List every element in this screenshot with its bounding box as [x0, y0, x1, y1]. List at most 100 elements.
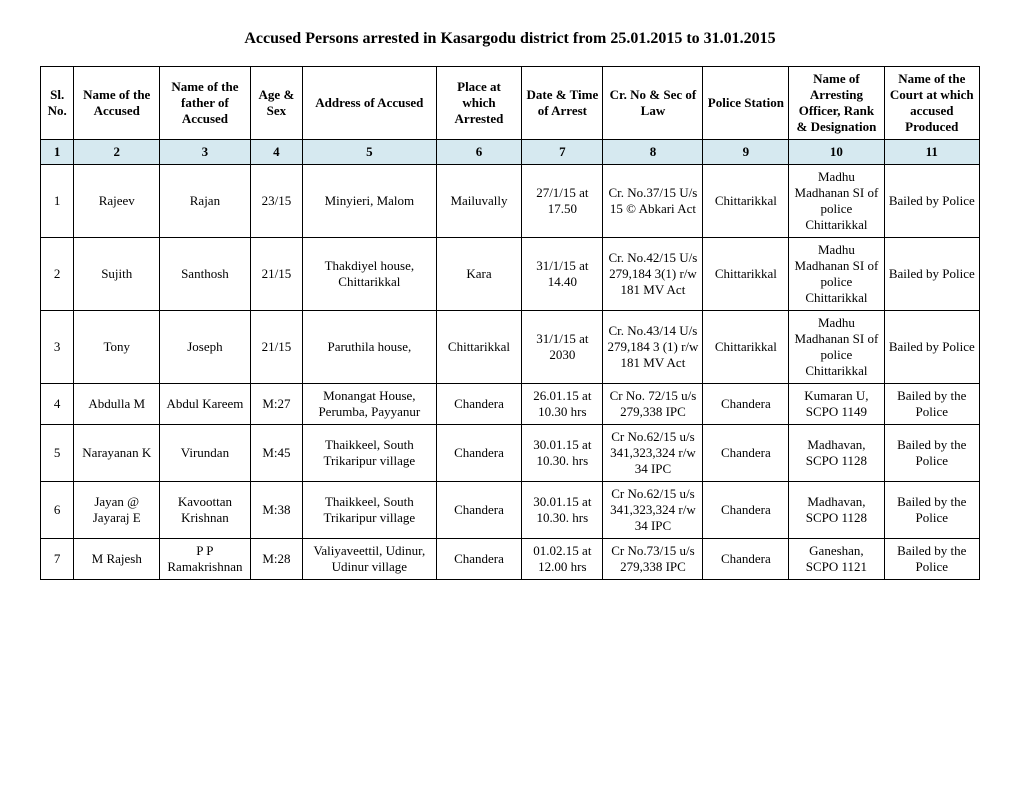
cell-officer: Kumaran U, SCPO 1149 [789, 384, 884, 425]
colnum: 7 [522, 140, 603, 165]
cell-sl: 2 [41, 238, 74, 311]
cell-ps: Chandera [703, 482, 789, 539]
cell-ps: Chittarikkal [703, 238, 789, 311]
col-header-cr: Cr. No & Sec of Law [603, 67, 703, 140]
cell-father: Kavoottan Krishnan [160, 482, 251, 539]
column-number-row: 1 2 3 4 5 6 7 8 9 10 11 [41, 140, 980, 165]
colnum: 6 [436, 140, 522, 165]
cell-sl: 3 [41, 311, 74, 384]
cell-age: M:28 [250, 539, 302, 580]
colnum: 9 [703, 140, 789, 165]
cell-cr: Cr No.62/15 u/s 341,323,324 r/w 34 IPC [603, 425, 703, 482]
cell-cr: Cr. No.43/14 U/s 279,184 3 (1) r/w 181 M… [603, 311, 703, 384]
cell-ps: Chandera [703, 384, 789, 425]
cell-court: Bailed by Police [884, 311, 979, 384]
cell-cr: Cr. No.37/15 U/s 15 © Abkari Act [603, 165, 703, 238]
col-header-officer: Name of Arresting Officer, Rank & Design… [789, 67, 884, 140]
cell-court: Bailed by the Police [884, 539, 979, 580]
cell-place: Mailuvally [436, 165, 522, 238]
cell-date: 30.01.15 at 10.30. hrs [522, 425, 603, 482]
col-header-name: Name of the Accused [74, 67, 160, 140]
cell-officer: Madhu Madhanan SI of police Chittarikkal [789, 238, 884, 311]
cell-father: Rajan [160, 165, 251, 238]
cell-date: 31/1/15 at 2030 [522, 311, 603, 384]
col-header-age: Age & Sex [250, 67, 302, 140]
colnum: 10 [789, 140, 884, 165]
table-body: 1RajeevRajan23/15Minyieri, MalomMailuval… [41, 165, 980, 580]
cell-age: M:38 [250, 482, 302, 539]
cell-addr: Valiyaveettil, Udinur, Udinur village [303, 539, 436, 580]
cell-addr: Minyieri, Malom [303, 165, 436, 238]
cell-officer: Madhu Madhanan SI of police Chittarikkal [789, 165, 884, 238]
cell-age: 21/15 [250, 311, 302, 384]
cell-name: Narayanan K [74, 425, 160, 482]
cell-cr: Cr. No.42/15 U/s 279,184 3(1) r/w 181 MV… [603, 238, 703, 311]
cell-officer: Madhavan, SCPO 1128 [789, 482, 884, 539]
colnum: 5 [303, 140, 436, 165]
colnum: 11 [884, 140, 979, 165]
cell-officer: Ganeshan, SCPO 1121 [789, 539, 884, 580]
cell-name: Jayan @ Jayaraj E [74, 482, 160, 539]
cell-name: Abdulla M [74, 384, 160, 425]
cell-father: Virundan [160, 425, 251, 482]
col-header-place: Place at which Arrested [436, 67, 522, 140]
cell-place: Kara [436, 238, 522, 311]
table-row: 5Narayanan KVirundanM:45Thaikkeel, South… [41, 425, 980, 482]
colnum: 8 [603, 140, 703, 165]
cell-court: Bailed by Police [884, 238, 979, 311]
col-header-addr: Address of Accused [303, 67, 436, 140]
cell-sl: 6 [41, 482, 74, 539]
cell-date: 27/1/15 at 17.50 [522, 165, 603, 238]
cell-age: M:27 [250, 384, 302, 425]
table-row: 3TonyJoseph21/15Paruthila house,Chittari… [41, 311, 980, 384]
cell-name: Tony [74, 311, 160, 384]
cell-ps: Chandera [703, 425, 789, 482]
cell-cr: Cr No.73/15 u/s 279,338 IPC [603, 539, 703, 580]
table-row: 6Jayan @ Jayaraj EKavoottan KrishnanM:38… [41, 482, 980, 539]
cell-cr: Cr No. 72/15 u/s 279,338 IPC [603, 384, 703, 425]
cell-sl: 4 [41, 384, 74, 425]
cell-date: 31/1/15 at 14.40 [522, 238, 603, 311]
col-header-date: Date & Time of Arrest [522, 67, 603, 140]
page-title: Accused Persons arrested in Kasargodu di… [40, 30, 980, 48]
cell-place: Chandera [436, 482, 522, 539]
cell-cr: Cr No.62/15 u/s 341,323,324 r/w 34 IPC [603, 482, 703, 539]
cell-addr: Monangat House, Perumba, Payyanur [303, 384, 436, 425]
cell-age: 21/15 [250, 238, 302, 311]
colnum: 2 [74, 140, 160, 165]
header-row: Sl. No. Name of the Accused Name of the … [41, 67, 980, 140]
cell-court: Bailed by the Police [884, 384, 979, 425]
table-row: 7M RajeshP P RamakrishnanM:28Valiyaveett… [41, 539, 980, 580]
col-header-sl: Sl. No. [41, 67, 74, 140]
colnum: 4 [250, 140, 302, 165]
cell-officer: Madhavan, SCPO 1128 [789, 425, 884, 482]
table-row: 4Abdulla MAbdul KareemM:27Monangat House… [41, 384, 980, 425]
cell-ps: Chittarikkal [703, 165, 789, 238]
cell-name: M Rajesh [74, 539, 160, 580]
col-header-court: Name of the Court at which accused Produ… [884, 67, 979, 140]
table-row: 1RajeevRajan23/15Minyieri, MalomMailuval… [41, 165, 980, 238]
cell-ps: Chandera [703, 539, 789, 580]
cell-name: Rajeev [74, 165, 160, 238]
cell-addr: Thaikkeel, South Trikaripur village [303, 482, 436, 539]
cell-father: Joseph [160, 311, 251, 384]
colnum: 3 [160, 140, 251, 165]
cell-addr: Thakdiyel house, Chittarikkal [303, 238, 436, 311]
cell-officer: Madhu Madhanan SI of police Chittarikkal [789, 311, 884, 384]
cell-date: 26.01.15 at 10.30 hrs [522, 384, 603, 425]
cell-court: Bailed by Police [884, 165, 979, 238]
cell-father: Santhosh [160, 238, 251, 311]
cell-place: Chandera [436, 539, 522, 580]
cell-addr: Paruthila house, [303, 311, 436, 384]
cell-father: P P Ramakrishnan [160, 539, 251, 580]
cell-date: 30.01.15 at 10.30. hrs [522, 482, 603, 539]
cell-court: Bailed by the Police [884, 482, 979, 539]
cell-place: Chandera [436, 425, 522, 482]
cell-place: Chandera [436, 384, 522, 425]
cell-sl: 5 [41, 425, 74, 482]
cell-age: M:45 [250, 425, 302, 482]
cell-addr: Thaikkeel, South Trikaripur village [303, 425, 436, 482]
cell-place: Chittarikkal [436, 311, 522, 384]
cell-sl: 1 [41, 165, 74, 238]
cell-name: Sujith [74, 238, 160, 311]
